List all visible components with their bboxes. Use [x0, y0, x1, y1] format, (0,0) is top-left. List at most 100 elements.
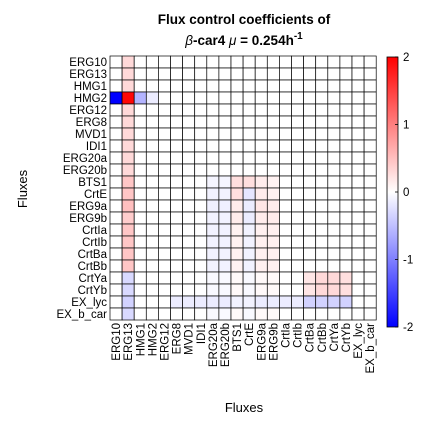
- heatmap-cell: [158, 115, 171, 129]
- heatmap-cell: [291, 151, 304, 165]
- heatmap-cell: [121, 115, 135, 129]
- heatmap-cell: [254, 67, 268, 81]
- heatmap-cell: [230, 283, 244, 297]
- heatmap-cell: [242, 211, 256, 225]
- heatmap-cell: [158, 127, 171, 141]
- heatmap-cell: [109, 91, 123, 105]
- heatmap-cell: [254, 259, 268, 273]
- heatmap-cell: [327, 139, 341, 153]
- heatmap-cell: [170, 247, 183, 261]
- heatmap-cell: [291, 283, 304, 297]
- heatmap-cell: [121, 127, 135, 141]
- heatmap-cell: [339, 235, 353, 249]
- heatmap-cell: [279, 283, 292, 297]
- colorbar-tick-label: 2: [403, 52, 409, 64]
- heatmap-cell: [230, 103, 244, 117]
- heatmap-cell: [339, 259, 353, 273]
- heatmap-cell: [109, 175, 123, 189]
- heatmap-cell: [133, 115, 147, 129]
- heatmap-cell: [133, 127, 147, 141]
- heatmap-cell: [218, 67, 232, 81]
- heatmap-cell: [351, 151, 365, 165]
- heatmap-cell: [230, 115, 244, 129]
- heatmap-cell: [339, 127, 353, 141]
- x-tick-label: EX_lyc: [353, 323, 365, 359]
- heatmap-cell: [206, 307, 220, 321]
- heatmap-cell: [170, 151, 183, 165]
- heatmap-cell: [206, 235, 220, 249]
- heatmap-cell: [339, 295, 353, 309]
- heatmap-cell: [121, 175, 135, 189]
- heatmap-cell: [145, 127, 159, 141]
- colorbar-tick-label: -2: [403, 322, 413, 334]
- heatmap-cell: [279, 307, 292, 321]
- heatmap-cell: [133, 187, 147, 201]
- heatmap-cell: [351, 307, 365, 321]
- heatmap-cell: [351, 67, 365, 81]
- heatmap-cell: [291, 163, 304, 177]
- heatmap-cell: [182, 55, 196, 69]
- heatmap-cell: [109, 55, 123, 69]
- heatmap-cell: [303, 139, 317, 153]
- heatmap-cell: [339, 223, 353, 237]
- y-tick-label: BTS1: [78, 177, 107, 189]
- heatmap-cell: [266, 271, 280, 285]
- chart-title-line1: Flux control coefficients of: [158, 12, 331, 27]
- heatmap-cell: [339, 151, 353, 165]
- heatmap-cell: [339, 271, 353, 285]
- colorbar-ticks: 2 1 0 -1 -2: [395, 52, 413, 334]
- heatmap-cell: [182, 103, 196, 117]
- heatmap-cell: [145, 55, 159, 69]
- heatmap-cell: [327, 127, 341, 141]
- heatmap-cell: [121, 55, 135, 69]
- heatmap-cell: [121, 199, 135, 213]
- heatmap-cell: [266, 307, 280, 321]
- heatmap-cell: [254, 187, 268, 201]
- heatmap-cell: [363, 223, 377, 237]
- heatmap-cell: [266, 115, 280, 129]
- heatmap-cell: [182, 67, 196, 81]
- heatmap-cell: [351, 247, 365, 261]
- heatmap-cell: [291, 247, 304, 261]
- heatmap-cell: [206, 247, 220, 261]
- heatmap-cell: [121, 151, 135, 165]
- heatmap-cell: [158, 283, 171, 297]
- heatmap-cell: [315, 91, 329, 105]
- heatmap-cell: [279, 103, 292, 117]
- heatmap-cell: [182, 163, 196, 177]
- x-tick-label: ERG8: [172, 323, 184, 354]
- heatmap-cell: [206, 91, 220, 105]
- heatmap-cell: [145, 103, 159, 117]
- heatmap-cell: [351, 139, 365, 153]
- heatmap-cell: [254, 175, 268, 189]
- heatmap-cell: [230, 139, 244, 153]
- heatmap-cell: [218, 271, 232, 285]
- heatmap-cell: [363, 67, 377, 81]
- heatmap-cell: [182, 271, 196, 285]
- heatmap-cell: [218, 187, 232, 201]
- heatmap-cell: [158, 307, 171, 321]
- colorbar-tick-label: 0: [403, 187, 409, 199]
- heatmap-cell: [291, 91, 304, 105]
- heatmap-cell: [145, 235, 159, 249]
- heatmap-cell: [194, 295, 208, 309]
- heatmap-cell: [327, 103, 341, 117]
- heatmap-cell: [291, 211, 304, 225]
- heatmap-cell: [242, 115, 256, 129]
- heatmap-cell: [351, 295, 365, 309]
- y-tick-label: CrtYa: [78, 273, 107, 285]
- heatmap-cell: [145, 187, 159, 201]
- title-car4: -car4: [193, 33, 229, 48]
- heatmap-cell: [254, 271, 268, 285]
- heatmap-cell: [158, 247, 171, 261]
- heatmap-cell: [109, 247, 123, 261]
- heatmap-cell: [158, 91, 171, 105]
- heatmap-cell: [242, 271, 256, 285]
- heatmap-cell: [291, 67, 304, 81]
- heatmap-cell: [315, 247, 329, 261]
- heatmap-cell: [242, 223, 256, 237]
- heatmap-cell: [315, 187, 329, 201]
- heatmap-cell: [194, 91, 208, 105]
- heatmap-cell: [339, 247, 353, 261]
- heatmap-cell: [351, 91, 365, 105]
